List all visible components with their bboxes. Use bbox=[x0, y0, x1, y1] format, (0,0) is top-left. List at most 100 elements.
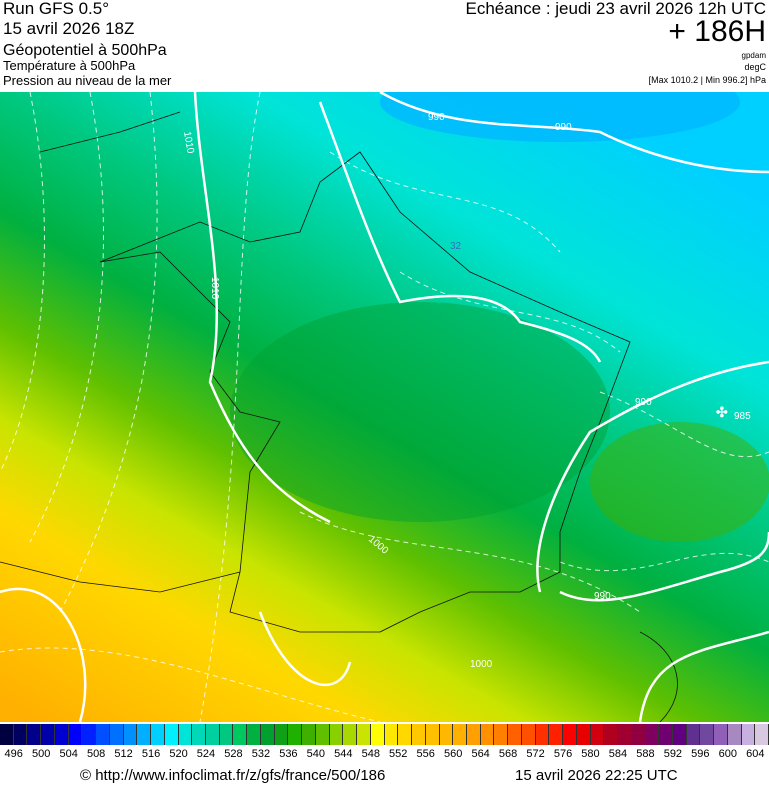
color-swatch bbox=[27, 724, 42, 745]
isobar-label: 1010 bbox=[209, 277, 220, 300]
tick-label: 536 bbox=[279, 748, 298, 760]
tick-label: 604 bbox=[746, 748, 765, 760]
tick-label: 544 bbox=[334, 748, 353, 760]
color-swatch bbox=[521, 724, 536, 745]
tick-label: 524 bbox=[196, 748, 216, 760]
color-swatch bbox=[453, 724, 467, 745]
temperature-isotherms bbox=[0, 92, 769, 722]
isobar-label: 990 bbox=[635, 397, 652, 408]
color-swatch bbox=[631, 724, 646, 745]
tick-label: 592 bbox=[663, 748, 683, 760]
color-swatch bbox=[686, 724, 701, 745]
tick-label: 576 bbox=[553, 748, 573, 760]
tick-label: 552 bbox=[389, 748, 408, 760]
isobar-label: 985 bbox=[734, 411, 751, 422]
isobar-label: 990 bbox=[555, 122, 572, 133]
isobar-label: 990 bbox=[594, 591, 611, 602]
tick-label: 508 bbox=[86, 748, 106, 760]
tick-label: 556 bbox=[416, 748, 435, 760]
isobar-label: 1000 bbox=[470, 659, 493, 670]
weather-map: 1010 1010 990 990 990 985 990 1000 1000 … bbox=[0, 92, 769, 722]
tick-label: 564 bbox=[471, 748, 490, 760]
se-green bbox=[590, 422, 769, 542]
color-swatch bbox=[398, 724, 413, 745]
color-swatch bbox=[439, 724, 454, 745]
tick-label: 512 bbox=[114, 748, 133, 760]
color-swatch bbox=[480, 724, 495, 745]
color-swatch bbox=[151, 724, 165, 745]
color-swatch bbox=[672, 724, 687, 745]
color-swatch bbox=[659, 724, 673, 745]
color-scale bbox=[0, 724, 769, 745]
isobar-label: 1010 bbox=[181, 131, 196, 155]
color-swatch bbox=[535, 724, 550, 745]
color-swatch bbox=[0, 724, 14, 745]
color-swatch bbox=[302, 724, 316, 745]
color-swatch bbox=[714, 724, 728, 745]
generated-time: 15 avril 2026 22:25 UTC bbox=[515, 767, 678, 784]
echeance: Echéance : jeudi 23 avril 2026 12h UTC bbox=[465, 0, 766, 18]
color-swatch bbox=[329, 724, 344, 745]
field-geopotential: Géopotentiel à 500hPa bbox=[3, 42, 167, 59]
color-swatch bbox=[412, 724, 426, 745]
color-swatch bbox=[508, 724, 522, 745]
isotherm-label: 32 bbox=[450, 241, 462, 252]
lead-time: + 186H bbox=[668, 15, 766, 48]
color-swatch bbox=[54, 724, 69, 745]
color-swatch bbox=[645, 724, 660, 745]
tick-label: 584 bbox=[608, 748, 628, 760]
color-swatch bbox=[82, 724, 97, 745]
tick-label: 548 bbox=[361, 748, 380, 760]
pressure-range: [Max 1010.2 | Min 996.2] hPa bbox=[648, 75, 766, 85]
run-title: Run GFS 0.5° bbox=[3, 0, 110, 18]
color-swatch bbox=[13, 724, 28, 745]
tick-label: 580 bbox=[581, 748, 600, 760]
tick-label: 560 bbox=[443, 748, 463, 760]
unit-degc: degC bbox=[744, 62, 766, 72]
color-swatch bbox=[466, 724, 481, 745]
color-swatch bbox=[370, 724, 385, 745]
color-swatch bbox=[123, 724, 138, 745]
isobar-label: 990 bbox=[428, 112, 445, 123]
field-temperature: Température à 500hPa bbox=[3, 58, 136, 73]
tick-label: 496 bbox=[4, 748, 23, 760]
color-swatch bbox=[288, 724, 303, 745]
tick-label: 500 bbox=[32, 748, 51, 760]
source-url: © http://www.infoclimat.fr/z/gfs/france/… bbox=[80, 767, 386, 784]
color-swatch bbox=[164, 724, 179, 745]
tick-label: 504 bbox=[59, 748, 78, 760]
color-swatch bbox=[192, 724, 207, 745]
tick-label: 588 bbox=[636, 748, 655, 760]
color-swatch bbox=[549, 724, 564, 745]
color-swatch bbox=[96, 724, 110, 745]
color-swatch bbox=[618, 724, 632, 745]
tick-label: 528 bbox=[224, 748, 243, 760]
color-swatch bbox=[343, 724, 358, 745]
tick-label: 532 bbox=[251, 748, 271, 760]
cold-core bbox=[380, 92, 740, 142]
tick-label: 540 bbox=[306, 748, 326, 760]
isobars bbox=[0, 92, 769, 722]
color-swatch bbox=[219, 724, 234, 745]
tick-label: 600 bbox=[718, 748, 737, 760]
color-swatch bbox=[590, 724, 605, 745]
tick-label: 568 bbox=[498, 748, 518, 760]
color-swatch bbox=[604, 724, 619, 745]
color-swatch bbox=[727, 724, 742, 745]
color-swatch bbox=[247, 724, 261, 745]
tick-label: 516 bbox=[141, 748, 161, 760]
color-swatch bbox=[576, 724, 591, 745]
tick-label: 520 bbox=[169, 748, 188, 760]
color-swatch bbox=[384, 724, 399, 745]
run-date: 15 avril 2026 18Z bbox=[3, 19, 135, 38]
color-swatch bbox=[700, 724, 715, 745]
color-swatch bbox=[233, 724, 248, 745]
color-swatch bbox=[137, 724, 152, 745]
color-swatch bbox=[741, 724, 756, 745]
low-pressure-icon: ✣ bbox=[716, 404, 728, 420]
tick-label: 596 bbox=[691, 748, 710, 760]
color-scale-ticks: 496 500 504 508 512 516 520 524 528 532 536 540 544 5… bbox=[0, 748, 769, 762]
color-swatch bbox=[68, 724, 83, 745]
color-swatch bbox=[109, 724, 124, 745]
color-swatch bbox=[494, 724, 509, 745]
